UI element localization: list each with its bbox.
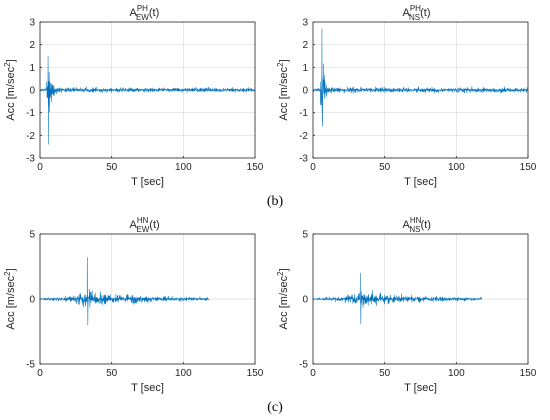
x-tick-label: 100: [448, 162, 465, 173]
x-tick-label: 0: [310, 162, 316, 173]
y-tick-label: -5: [299, 360, 308, 371]
x-axis-label: T [sec]: [404, 382, 437, 394]
x-tick-label: 0: [310, 368, 316, 379]
x-axis-label: T [sec]: [131, 382, 164, 394]
y-axis-label: Acc [m/sec2]: [276, 268, 290, 329]
y-tick-label: -3: [26, 154, 35, 165]
y-tick-label: 3: [29, 18, 35, 29]
x-tick-label: 150: [520, 368, 537, 379]
y-tick-label: 2: [302, 40, 308, 51]
y-tick-label: 0: [29, 86, 35, 97]
y-tick-label: -2: [26, 131, 35, 142]
x-tick-label: 50: [106, 368, 118, 379]
x-tick-label: 150: [247, 368, 264, 379]
y-tick-label: -3: [299, 154, 308, 165]
y-tick-label: -2: [299, 131, 308, 142]
y-tick-label: 2: [29, 40, 35, 51]
y-tick-label: 0: [302, 295, 308, 306]
y-tick-label: -1: [26, 108, 35, 119]
x-tick-label: 50: [106, 162, 118, 173]
y-tick-label: 0: [302, 86, 308, 97]
y-tick-label: 5: [302, 230, 308, 241]
y-axis-label: Acc [m/sec2]: [276, 59, 290, 120]
panel-label-c: (c): [267, 400, 283, 415]
x-tick-label: 0: [37, 162, 43, 173]
series-line: [39, 55, 256, 145]
y-tick-label: 1: [29, 63, 35, 74]
y-tick-label: 3: [302, 18, 308, 29]
y-axis-label: Acc [m/sec2]: [3, 268, 17, 329]
y-axis-label: Acc [m/sec2]: [3, 59, 17, 120]
series-line: [312, 272, 483, 324]
y-tick-label: -5: [26, 360, 35, 371]
y-tick-label: 5: [29, 230, 35, 241]
panel-label-b: (b): [267, 194, 284, 209]
x-tick-label: 150: [247, 162, 264, 173]
chart-title: APH EW(t): [130, 4, 160, 22]
x-tick-label: 50: [379, 162, 391, 173]
chart-1: 0 50 100 150 -3 -2 -1 0 1 2 3 APH NS(t) T [sec] Acc [m…: [276, 4, 537, 188]
x-axis-label: T [sec]: [131, 176, 164, 188]
x-tick-label: 50: [379, 368, 391, 379]
x-axis-label: T [sec]: [404, 176, 437, 188]
x-tick-label: 100: [175, 162, 192, 173]
chart-title: AHN NS(t): [403, 216, 431, 234]
x-tick-label: 100: [448, 368, 465, 379]
series-line: [312, 28, 529, 127]
y-tick-label: 0: [29, 295, 35, 306]
y-tick-label: 1: [302, 63, 308, 74]
series-line: [39, 257, 210, 326]
chart-0: 0 50 100 150 -3 -2 -1 0 1 2 3 APH EW(t) T [sec] Acc [m…: [3, 4, 264, 188]
chart-title: APH NS(t): [403, 4, 431, 22]
x-tick-label: 150: [520, 162, 537, 173]
x-tick-label: 0: [37, 368, 43, 379]
chart-title: AHN EW(t): [130, 216, 160, 234]
y-tick-label: -1: [299, 108, 308, 119]
x-tick-label: 100: [175, 368, 192, 379]
